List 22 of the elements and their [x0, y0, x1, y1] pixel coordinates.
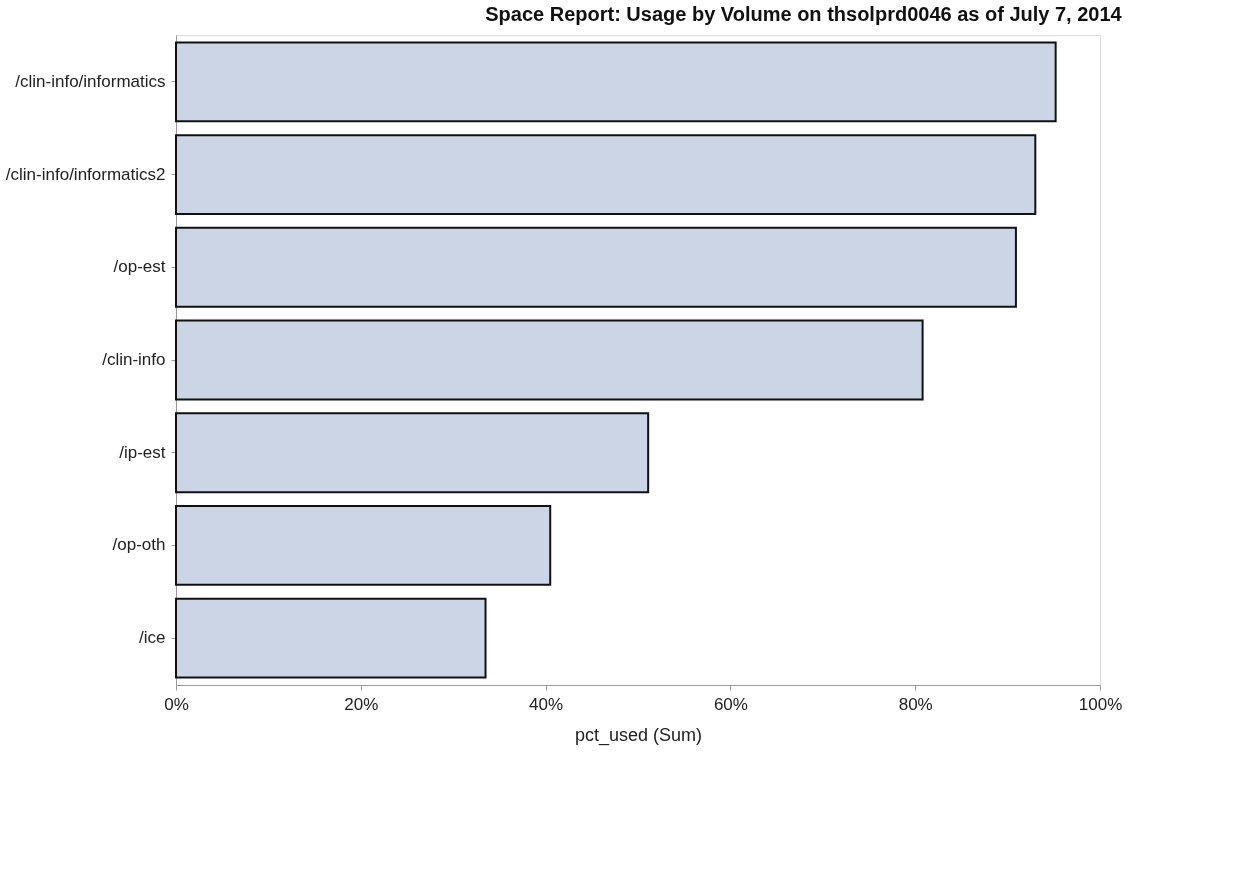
y-tick-label: /clin-info/informatics2: [5, 164, 166, 184]
bar: [175, 505, 552, 586]
x-axis-title: pct_used (Sum): [574, 724, 703, 746]
x-tick-label: 20%: [344, 694, 379, 714]
y-tick-label: /op-est: [113, 257, 166, 277]
x-tick-label: 0%: [164, 694, 189, 714]
bar: [175, 319, 924, 401]
chart-title: Space Report: Usage by Volume on thsolprd0046 as of July 7, 2014: [485, 3, 1123, 25]
y-tick-label: /clin-info: [102, 350, 166, 369]
bar: [175, 597, 487, 679]
bar: [175, 134, 1037, 215]
x-tick-label: 100%: [1078, 694, 1123, 714]
x-tick-label: 40%: [529, 694, 564, 714]
bar: [175, 412, 650, 494]
y-tick-label: /ice: [139, 628, 166, 648]
bar: [175, 41, 1057, 123]
x-tick-label: 60%: [713, 694, 748, 714]
bar: [175, 226, 1017, 308]
y-tick-label: /op-oth: [112, 535, 166, 555]
y-tick-label: /clin-info/informatics: [15, 71, 166, 91]
y-tick-label: /ip-est: [119, 442, 166, 462]
x-tick-label: 80%: [898, 694, 933, 714]
